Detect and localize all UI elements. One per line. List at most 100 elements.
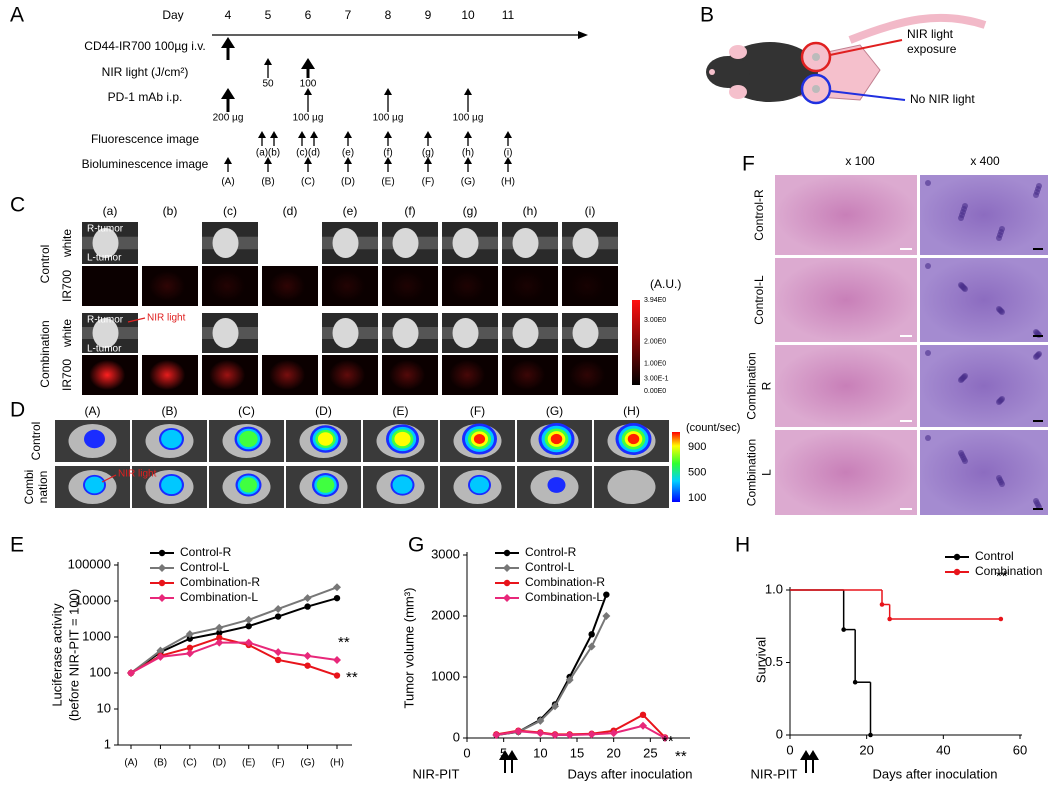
fluorescence-signal (569, 360, 606, 390)
x-tick-label: 25 (643, 745, 657, 760)
nir-label: NIR light (118, 469, 157, 480)
legend-marker (503, 579, 511, 587)
significance: ** (662, 733, 674, 750)
marker (609, 729, 618, 738)
marker (661, 734, 669, 742)
legend-label: Combination-L (525, 590, 603, 604)
bioluminescence-signal (161, 475, 182, 495)
row-label: Combination (745, 439, 759, 506)
arrow-head (258, 131, 266, 138)
x-tick-label: 40 (936, 742, 950, 757)
arrow-head (221, 88, 235, 99)
legend-label: Control-R (525, 545, 577, 559)
column-label: (e) (343, 204, 358, 218)
marker (156, 646, 165, 655)
marker (603, 591, 610, 598)
legend-marker (953, 568, 961, 576)
x-axis-label: Days after inoculation (567, 766, 692, 781)
schedule-note: (B) (261, 177, 274, 188)
marker (879, 602, 885, 607)
legend-marker (503, 549, 511, 557)
legend-marker (158, 579, 166, 587)
day-label: 5 (265, 8, 272, 22)
bioluminescence-signal (547, 477, 566, 493)
mouse-photo (452, 318, 479, 348)
nir-pit-arrows-h (800, 750, 819, 773)
x-tick-label: (C) (183, 758, 197, 769)
schedule-note: 200 µg (213, 113, 244, 124)
arrow-head (384, 88, 392, 95)
marker (587, 642, 596, 651)
legend-marker (503, 564, 511, 572)
significance: ** (338, 634, 350, 651)
fluorescence-signal (329, 271, 366, 301)
nucleus (1033, 354, 1039, 360)
bioluminescence-signal (84, 429, 105, 449)
schedule-note: (C) (301, 177, 315, 188)
arrow-head (221, 37, 235, 48)
marker (602, 612, 611, 620)
colorbar-tick: 3.94E0 (644, 297, 666, 304)
column-label: (c) (223, 204, 237, 218)
x-tick-label: 5 (500, 745, 507, 760)
panel-label: A (10, 4, 24, 27)
panel-label: E (10, 534, 24, 557)
schedule-note: (h) (462, 148, 474, 159)
schedule-note: (i) (504, 148, 513, 159)
fluorescence-signal (569, 271, 606, 301)
colorbar (672, 432, 680, 502)
marker (887, 616, 892, 622)
significance: ** (996, 568, 1008, 585)
colorbar-tick: 2.00E0 (644, 339, 666, 346)
marker (304, 603, 311, 610)
group-label: Control (29, 422, 43, 461)
day-label: 11 (502, 8, 515, 22)
arrow-head (504, 157, 512, 164)
y-tick-label: 0 (453, 729, 460, 744)
nucleus (1033, 329, 1039, 335)
marker (639, 721, 647, 730)
row-label: R (760, 381, 774, 390)
mouse-photo (392, 318, 419, 348)
marker (852, 679, 858, 685)
schedule-label: PD-1 mAb i.p. (108, 90, 183, 104)
column-label: (G) (546, 404, 563, 418)
y-axis-label: Luciferase activity (49, 603, 64, 707)
histology-image (920, 258, 1048, 342)
mouse-photo (572, 228, 599, 258)
histology-image (775, 175, 917, 255)
y-tick-label: 0 (776, 726, 783, 741)
fluorescence-signal (209, 271, 246, 301)
colorbar-tick: 500 (688, 466, 706, 478)
marker (245, 622, 252, 630)
marker (333, 672, 341, 679)
y-axis-label: Tumor volume (mm³) (401, 588, 416, 709)
mouse-photo (512, 228, 539, 258)
arrow-head (384, 157, 392, 164)
marker (303, 594, 312, 603)
day-label: 10 (461, 8, 475, 22)
x-tick-label: 0 (463, 745, 470, 760)
column-label: (A) (85, 404, 101, 418)
arrow-head (344, 131, 352, 138)
marker (274, 613, 282, 620)
nucleus (925, 263, 931, 269)
x-tick-label: (G) (300, 758, 314, 769)
colorbar-tick: 100 (688, 492, 706, 504)
nucleus (996, 306, 1002, 312)
bioluminescence-signal (239, 477, 258, 493)
colorbar-tick: 1.00E0 (644, 360, 666, 367)
column-label: (d) (283, 204, 298, 218)
legend-marker (158, 594, 166, 602)
y-axis-label: (before NIR-PIT = 100) (66, 589, 81, 721)
bioluminescence-signal (84, 476, 105, 494)
group-label: Combination (38, 320, 52, 387)
mouse-photo (332, 228, 359, 258)
day-label: 8 (385, 8, 392, 22)
nucleus (925, 350, 931, 356)
panel-label: G (408, 534, 424, 557)
arrow-head (424, 157, 432, 164)
histology-image (920, 430, 1048, 515)
mouse-photo (332, 318, 359, 348)
x-tick-label: 20 (859, 742, 873, 757)
